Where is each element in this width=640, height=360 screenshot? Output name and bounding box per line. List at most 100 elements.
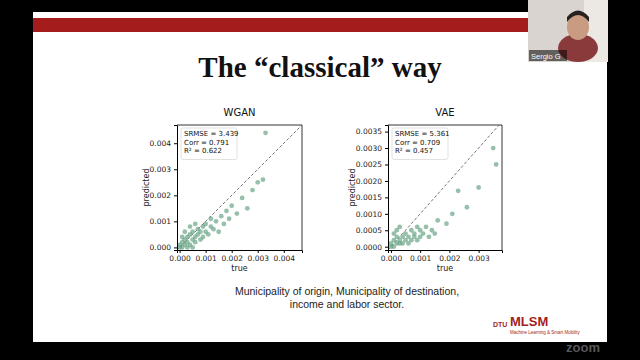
y-tick-label: 0.003 bbox=[150, 165, 172, 174]
x-axis: 0.0000.0010.0020.0030.004 bbox=[169, 250, 302, 263]
scatter-point bbox=[193, 240, 198, 245]
caption-line: Municipality of origin, Municipality of … bbox=[235, 285, 459, 297]
scatter-point bbox=[193, 222, 198, 227]
stats-line: Corr = 0.791 bbox=[184, 139, 229, 147]
y-tick: 0.002 bbox=[150, 191, 177, 200]
scatter-point bbox=[180, 235, 185, 240]
webcam-bg bbox=[528, 0, 608, 62]
y-tick-mark bbox=[174, 247, 177, 248]
y-axis-title: predicted bbox=[142, 169, 151, 207]
x-tick: 0.002 bbox=[221, 250, 243, 263]
scatter-point bbox=[234, 211, 239, 216]
y-tick-label: 0.0015 bbox=[356, 193, 382, 202]
x-tick: 0.002 bbox=[439, 250, 461, 263]
scatter-point bbox=[182, 229, 187, 234]
scatter-point bbox=[456, 188, 461, 193]
logo-name: MLSM bbox=[510, 314, 548, 329]
screen-bg bbox=[0, 0, 640, 360]
y-axis: 0.0000.0010.0020.0030.004 bbox=[150, 126, 178, 253]
stats-line: Corr = 0.709 bbox=[395, 139, 440, 147]
y-tick: 0.004 bbox=[150, 139, 177, 148]
scatter-point bbox=[432, 231, 437, 236]
scatter-point bbox=[261, 177, 266, 182]
x-axis-title: true bbox=[231, 264, 247, 273]
y-tick-mark bbox=[385, 132, 388, 133]
scatter-point bbox=[465, 205, 470, 210]
scatter-point bbox=[255, 180, 260, 185]
y-tick-label: 0.0005 bbox=[356, 226, 382, 235]
scatter-point bbox=[397, 225, 402, 230]
y-tick-label: 0.0020 bbox=[356, 177, 382, 186]
logo-tagline: Machine Learning & Smart Mobility bbox=[510, 330, 581, 335]
watermark: zoom bbox=[566, 340, 600, 355]
plot-area bbox=[388, 125, 499, 250]
scatter-point bbox=[219, 214, 224, 219]
y-axis-title: predicted bbox=[348, 169, 357, 207]
webcam-hair bbox=[567, 11, 589, 23]
stats-box: SRMSE = 3.439Corr = 0.791R² = 0.622 bbox=[181, 128, 239, 160]
scatter-point bbox=[211, 227, 216, 232]
y-tick: 0.0005 bbox=[356, 226, 388, 235]
y-tick-mark bbox=[174, 195, 177, 196]
x-tick-label: 0.002 bbox=[221, 254, 243, 263]
y-tick-mark bbox=[174, 221, 177, 222]
stats-line: SRMSE = 3.439 bbox=[184, 130, 239, 138]
x-tick-mark bbox=[206, 250, 207, 253]
y-tick-mark bbox=[174, 143, 177, 144]
scatter-point bbox=[224, 209, 229, 214]
stats-line: R² = 0.457 bbox=[395, 147, 433, 155]
caption-line: income and labor sector. bbox=[290, 298, 404, 310]
y-tick-label: 0.0025 bbox=[356, 160, 382, 169]
x-tick-mark bbox=[391, 250, 392, 253]
header-bar bbox=[33, 18, 607, 32]
y-tick-mark bbox=[385, 214, 388, 215]
frame-top bbox=[177, 125, 302, 126]
scatter-point bbox=[214, 219, 219, 224]
scatter-point bbox=[263, 130, 268, 135]
y-tick: 0.003 bbox=[150, 165, 177, 174]
scatter-point bbox=[491, 146, 496, 151]
scatter-point bbox=[424, 225, 429, 230]
x-tick: 0.003 bbox=[468, 250, 490, 263]
stats-box: SRMSE = 5.361Corr = 0.709R² = 0.457 bbox=[392, 128, 450, 160]
y-tick: 0.0025 bbox=[356, 160, 388, 169]
scatter-point bbox=[412, 231, 417, 236]
scatter-point bbox=[201, 235, 206, 240]
scatter-point bbox=[250, 188, 255, 193]
y-tick-label: 0.0030 bbox=[356, 144, 382, 153]
scatter-point bbox=[188, 224, 193, 229]
scatter-point bbox=[476, 185, 481, 190]
y-tick-label: 0.0000 bbox=[356, 243, 382, 252]
scatter-point bbox=[190, 229, 195, 234]
plot-area bbox=[177, 125, 302, 250]
chart-title: VAE bbox=[435, 107, 454, 118]
frame-right bbox=[302, 125, 303, 250]
scatter-point bbox=[190, 245, 195, 250]
y-tick: 0.0015 bbox=[356, 193, 388, 202]
scatter-point bbox=[450, 211, 455, 216]
x-tick-mark bbox=[232, 250, 233, 253]
scatter-point bbox=[444, 221, 449, 226]
scatter-point bbox=[208, 216, 213, 221]
x-axis-title: true bbox=[437, 264, 453, 273]
y-axis-line bbox=[174, 126, 178, 251]
y-tick-mark bbox=[385, 148, 388, 149]
x-tick-mark bbox=[479, 250, 480, 253]
x-tick-mark bbox=[258, 250, 259, 253]
x-axis: 0.0000.0010.0020.003 bbox=[381, 250, 503, 263]
chart-title: WGAN bbox=[224, 107, 256, 118]
x-tick-label: 0.000 bbox=[169, 254, 191, 263]
y-axis-line bbox=[385, 126, 389, 251]
frame-top bbox=[388, 125, 502, 126]
x-tick-label: 0.003 bbox=[247, 254, 269, 263]
reference-line bbox=[388, 125, 499, 250]
scatter-point bbox=[427, 234, 432, 239]
reference-line bbox=[177, 125, 302, 250]
scatter-point bbox=[240, 196, 245, 201]
y-tick-mark bbox=[385, 181, 388, 182]
name-tag-bg bbox=[529, 50, 567, 61]
y-tick: 0.0035 bbox=[356, 127, 388, 136]
x-tick: 0.000 bbox=[169, 250, 191, 263]
x-axis-line bbox=[178, 251, 303, 254]
stats-line: R² = 0.622 bbox=[184, 147, 222, 155]
